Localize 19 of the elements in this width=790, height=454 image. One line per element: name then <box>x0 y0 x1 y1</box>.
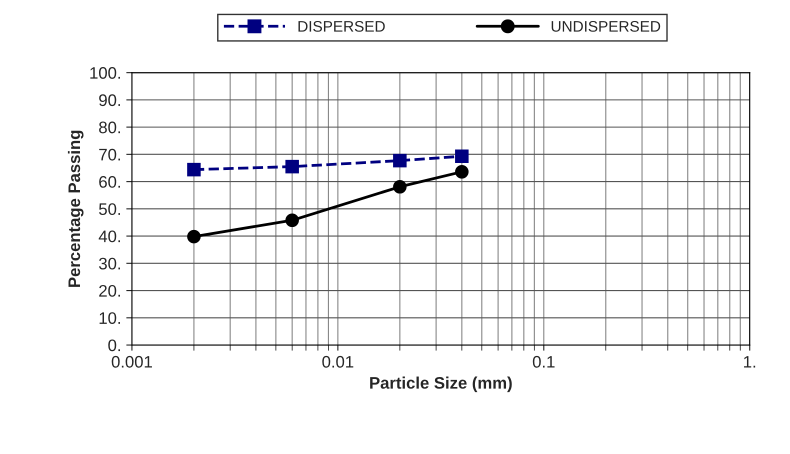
y-tick-label: 50. <box>99 203 120 216</box>
x-axis-title: Particle Size (mm) <box>370 376 512 392</box>
y-tick-label: 70. <box>99 148 120 161</box>
y-tick-label: 0. <box>108 339 120 352</box>
y-tick-label: 100. <box>90 67 120 79</box>
y-tick-label: 90. <box>99 94 120 106</box>
legend-label: DISPERSED <box>298 20 385 32</box>
x-tick-label: 0.01 <box>322 356 354 368</box>
y-tick-label: 60. <box>99 176 120 188</box>
y-tick-label: 30. <box>98 258 120 270</box>
legend-label: UNDISPERSED <box>552 20 660 32</box>
x-tick-label: 0.001 <box>112 356 152 368</box>
y-tick-label: 20. <box>99 284 120 297</box>
x-tick-label: 0.1 <box>532 356 555 368</box>
y-tick-label: 40. <box>98 230 120 242</box>
x-tick-label: 1. <box>744 356 756 368</box>
y-tick-label: 80. <box>99 122 120 134</box>
y-axis-title: Percentage Passing <box>68 130 84 287</box>
y-tick-label: 10. <box>100 312 120 324</box>
